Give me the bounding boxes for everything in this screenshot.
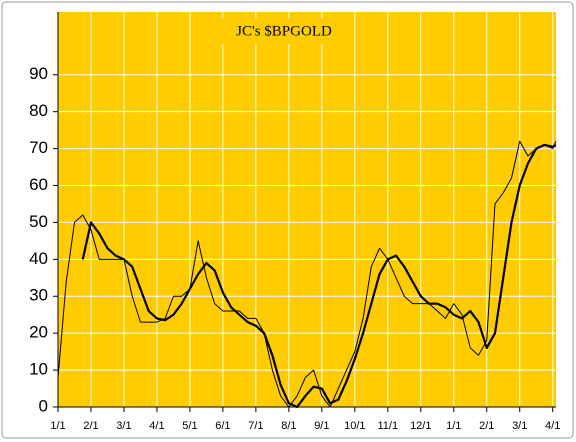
plot-area: [58, 12, 556, 407]
x-tick-label: 11/1: [378, 420, 399, 432]
x-tick-label: 3/1: [512, 420, 527, 432]
x-tick-label: 7/1: [248, 420, 263, 432]
x-tick-label: 1/1: [446, 420, 461, 432]
x-tick-label: 4/1: [149, 420, 164, 432]
x-tick-label: 12/1: [410, 420, 431, 432]
x-tick-label: 5/1: [182, 420, 197, 432]
y-tick-label: 40: [29, 249, 48, 268]
y-tick-label: 20: [29, 323, 48, 342]
y-tick-label: 30: [29, 286, 48, 305]
x-tick-label: 4/1: [545, 420, 560, 432]
x-tick-label: 3/1: [116, 420, 131, 432]
y-tick-label: 80: [29, 101, 48, 120]
x-tick-label: 9/1: [314, 420, 329, 432]
x-tick-label: 1/1: [50, 420, 65, 432]
y-tick-label: 90: [29, 64, 48, 83]
y-tick-label: 0: [39, 396, 48, 415]
x-tick-label: 10/1: [344, 420, 365, 432]
y-tick-label: 10: [29, 360, 48, 379]
chart-title: JC's $BPGOLD: [236, 23, 332, 39]
y-tick-label: 70: [29, 138, 48, 157]
y-tick-label: 50: [29, 212, 48, 231]
x-tick-label: 6/1: [215, 420, 230, 432]
x-tick-label: 2/1: [83, 420, 98, 432]
x-tick-label: 8/1: [281, 420, 296, 432]
x-tick-label: 2/1: [479, 420, 494, 432]
title-box: [218, 19, 350, 44]
line-series: [57, 140, 557, 408]
line-series: [81, 143, 557, 409]
y-tick-label: 60: [29, 175, 48, 194]
